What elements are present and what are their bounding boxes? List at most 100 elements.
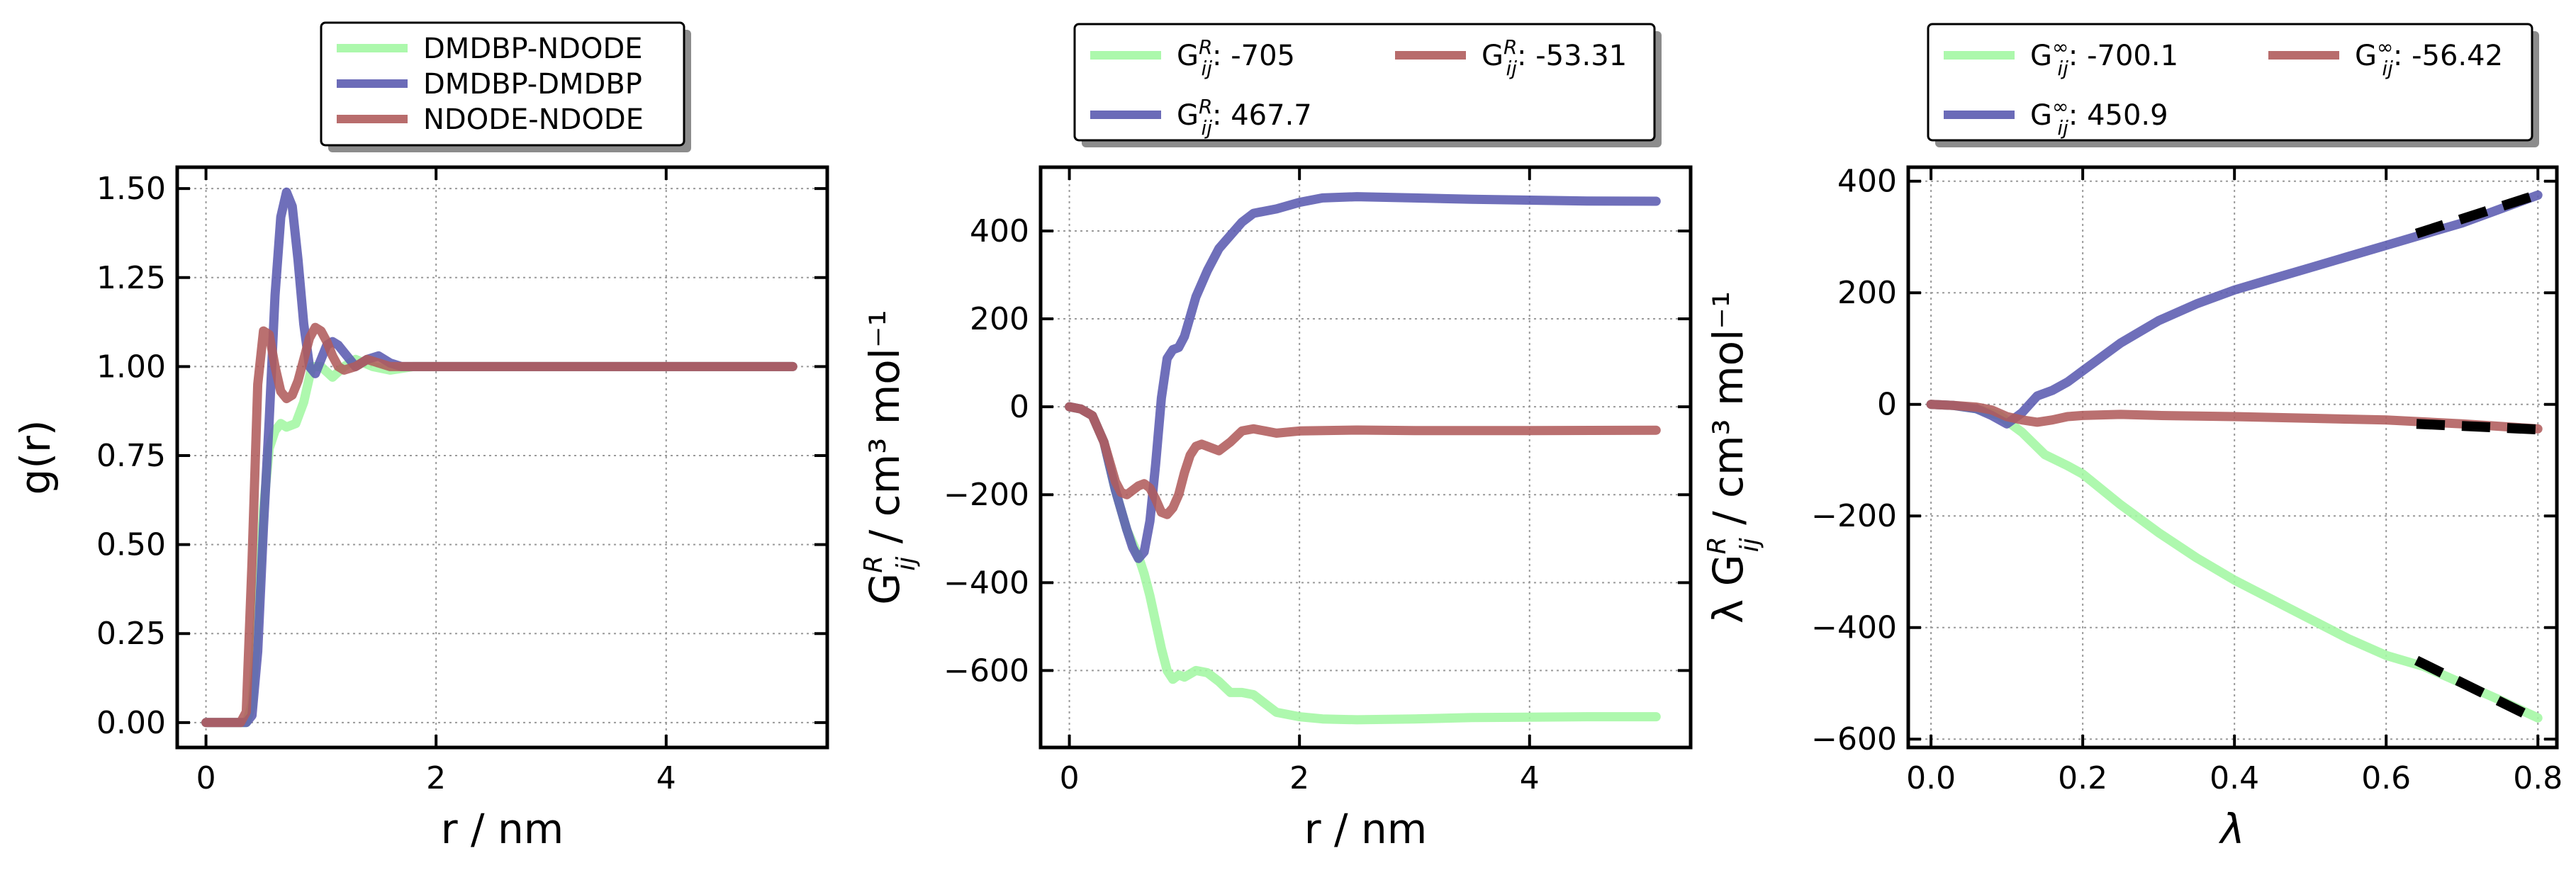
legend-3: G∞ ij: -700.1G∞ ij: 450.9G∞ ij: -56.42: [1927, 23, 2539, 147]
legend-box: [320, 21, 685, 147]
legend-entry-value: : -700.1: [2068, 40, 2178, 72]
y-axis-label-unit: / cm³ mol⁻¹: [861, 310, 909, 556]
chart-panel-1: 0 2 4 0.00 0.25 0.50 0.75 1.00 1.25 1.50 r / nm g(r…: [11, 165, 829, 853]
series-line-2: [1065, 192, 1661, 563]
series-line-2: [1926, 190, 2543, 429]
y-tick-label: −600: [943, 653, 1029, 689]
legend-entry-sub: ij: [1201, 57, 1212, 80]
x-tick-label: 4: [656, 760, 676, 796]
legend-entry-sub: ij: [2057, 57, 2068, 80]
y-tick-label: 400: [970, 213, 1029, 249]
legend-entry-2: G∞ ij: 450.9: [2030, 95, 2168, 140]
legend-entry-3: NDODE-NDODE: [423, 103, 644, 136]
y-tick-label: −400: [1811, 610, 1897, 646]
y-tick-label: 200: [1837, 275, 1897, 311]
legend-entry-value: : 450.9: [2068, 99, 2168, 132]
y-axis-label: g(r): [11, 420, 60, 495]
legend-entry-2: GR ij: 467.7: [1177, 95, 1312, 140]
y-axis-label-unit: / cm³ mol⁻¹: [1704, 291, 1752, 538]
y-tick-label: 1.25: [96, 260, 166, 296]
y-tick-label: 400: [1837, 164, 1897, 200]
x-tick-label: 0.2: [2058, 760, 2107, 796]
series-line-3: [1065, 402, 1661, 519]
legend-entry-value: : -56.42: [2393, 40, 2503, 72]
y-tick-label: 1.50: [96, 171, 166, 207]
x-tick-label: 0.4: [2210, 760, 2259, 796]
series-line-3: [201, 322, 797, 728]
y-tick-label: −400: [943, 565, 1029, 601]
y-tick-label: 1.00: [96, 349, 166, 385]
plot-frame: [1906, 165, 2559, 750]
x-axis-label: λ: [2218, 805, 2244, 853]
legend-entry-main: G: [2030, 99, 2052, 132]
x-axis-label: r / nm: [441, 805, 564, 853]
fit-line-2: [2414, 655, 2541, 725]
legend-box: [1073, 23, 1656, 142]
series-line-1: [201, 354, 797, 728]
x-axis-label: r / nm: [1304, 805, 1428, 853]
legend-entry-sup: ∞: [2052, 35, 2068, 59]
x-tick-label: 0: [1060, 760, 1080, 796]
legend-entry-sup: R: [1503, 35, 1517, 59]
y-axis-label-sub: ij: [1735, 538, 1764, 552]
legend-entry-main: G: [1177, 99, 1199, 132]
legend-entry-1: DMDBP-NDODE: [423, 33, 643, 65]
y-tick-label: 0.75: [96, 438, 166, 474]
y-tick-label: −600: [1811, 721, 1897, 757]
legend-entry-3: GR ij: -53.31: [1482, 35, 1627, 80]
plot-frame: [175, 165, 829, 750]
legend-entry-1: GR ij: -705: [1177, 35, 1295, 80]
y-axis-label-sub: ij: [892, 557, 921, 571]
x-tick-label: 2: [426, 760, 446, 796]
y-axis-label-sup: R: [1703, 536, 1732, 554]
fit-line-1: [2414, 189, 2540, 239]
y-axis-label-main: λ G: [1704, 554, 1752, 623]
y-tick-label: 200: [970, 301, 1029, 337]
y-tick-label: −200: [943, 477, 1029, 513]
legend-entry-sub: ij: [1506, 57, 1517, 80]
x-tick-label: 0: [196, 760, 216, 796]
y-tick-label: 0.25: [96, 616, 166, 652]
legend-entry-sup: R: [1199, 35, 1212, 59]
y-axis-label: λ GR ij / cm³ mol⁻¹: [1703, 291, 1764, 623]
legend-entry-sup: R: [1199, 95, 1212, 118]
x-tick-label: 4: [1520, 760, 1540, 796]
legend-entry-main: G: [2355, 40, 2377, 72]
legend-entry-main: G: [2030, 40, 2052, 72]
y-tick-label: 0.00: [96, 705, 166, 741]
legend-entry-sup: ∞: [2377, 35, 2393, 59]
series-line-3: [1926, 400, 2543, 434]
x-tick-label: 2: [1289, 760, 1309, 796]
y-axis-label-sup: R: [859, 555, 888, 573]
x-tick-label: 0.8: [2513, 760, 2563, 796]
legend-entry-sub: ij: [2382, 57, 2393, 80]
x-tick-label: 0.6: [2361, 760, 2411, 796]
y-tick-label: 0.50: [96, 527, 166, 563]
legend-entry-sub: ij: [2057, 116, 2068, 140]
chart-panel-2: 0 2 4 −600 −400 −200 0 200 400 r / nm GR ij / cm³ m…: [859, 165, 1693, 853]
series-line-2: [201, 187, 797, 728]
legend-entry-1: G∞ ij: -700.1: [2030, 35, 2178, 80]
x-tick-label: 0.0: [1906, 760, 1956, 796]
legend-entry-main: G: [1177, 40, 1199, 72]
legend-entry-sup: ∞: [2052, 95, 2068, 118]
plot-frame: [1038, 165, 1693, 750]
y-axis-label-main: G: [861, 573, 909, 605]
legend-entry-sub: ij: [1201, 116, 1212, 140]
y-tick-label: 0: [1009, 389, 1029, 425]
y-tick-label: −200: [1811, 498, 1897, 534]
y-axis-label: GR ij / cm³ mol⁻¹: [859, 310, 921, 604]
legend-entry-value: : -705: [1212, 40, 1295, 72]
legend-entry-2: DMDBP-DMDBP: [423, 68, 642, 101]
y-tick-label: 0: [1877, 387, 1897, 423]
chart-panel-3: 0.0 0.2 0.4 0.6 0.8 −600 −400 −200 0 200 400 λ λ GR i…: [1703, 164, 2563, 853]
legend-entry-value: : -53.31: [1517, 40, 1627, 72]
fit-line-3: [2416, 419, 2538, 435]
legend-entry-value: : 467.7: [1212, 99, 1312, 132]
legend-entry-3: G∞ ij: -56.42: [2355, 35, 2503, 80]
legend-box: [1927, 23, 2533, 142]
legend-entry-main: G: [1482, 40, 1503, 72]
